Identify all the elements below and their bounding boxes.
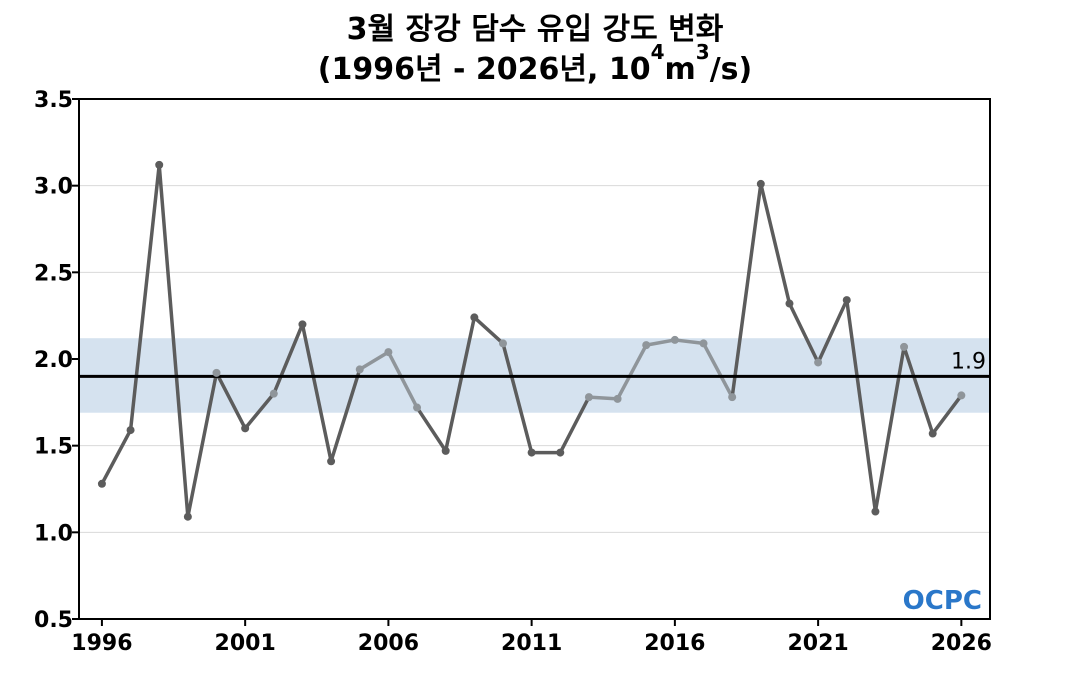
data-point-2021 [814, 358, 823, 367]
chart-title-line1: 3월 장강 담수 유입 강도 변화 [346, 12, 724, 47]
y-tick-label-4: 2.5 [34, 261, 73, 286]
data-point-2005 [355, 365, 364, 374]
x-tick-label-1996: 1996 [71, 631, 132, 656]
data-point-2008 [441, 446, 450, 455]
y-tick-label-3: 2.0 [34, 348, 73, 373]
title-exponent-1: 4 [650, 40, 665, 64]
data-point-2015 [642, 341, 651, 350]
chart-title-line2: (1996년 - 2026년, 104m3/s) [0, 40, 1070, 88]
series-segment-2023 [873, 345, 906, 514]
data-point-2006 [384, 348, 393, 357]
series-segment-2024 [902, 345, 935, 436]
series-segment-2025 [930, 393, 964, 436]
series-segment-2012 [558, 395, 591, 455]
series-segment-1997 [128, 163, 161, 432]
data-point-2026 [957, 391, 966, 400]
data-point-2012 [556, 448, 565, 457]
series-segment-2010 [501, 341, 534, 455]
series-segment-2009 [472, 315, 505, 346]
data-point-2023 [871, 507, 880, 516]
data-point-1997 [126, 426, 135, 435]
data-point-2017 [699, 339, 708, 348]
ocpc-logo: OCPC [903, 586, 982, 616]
series-segment-2019 [759, 182, 792, 306]
series-segment-2017 [701, 341, 734, 399]
data-point-2014 [613, 394, 622, 403]
mean-label: 1.9 [951, 349, 986, 374]
series-segment-2001 [243, 391, 276, 431]
title-suffix: /s) [709, 52, 753, 87]
data-point-2018 [728, 393, 737, 402]
x-tick-label-2011: 2011 [501, 631, 562, 656]
series-segment-1996 [100, 428, 133, 486]
ocpc-logo-text: OCPC [903, 586, 982, 616]
data-point-2016 [670, 335, 679, 344]
data-point-2004 [327, 457, 336, 466]
series-segment-2004 [329, 367, 362, 464]
series-segment-2022 [845, 298, 878, 514]
y-tick-label-0: 0.5 [34, 608, 73, 633]
series-points [97, 160, 966, 521]
series-segment-2015 [644, 338, 677, 347]
x-tick-label-2026: 2026 [931, 631, 992, 656]
data-point-1998 [155, 160, 164, 169]
title-prefix: (1996년 - 2026년, 10 [317, 52, 651, 87]
data-point-2007 [413, 403, 422, 412]
series-segment-2014 [615, 343, 648, 401]
title-unit-m: m [664, 52, 696, 87]
data-point-2002 [269, 389, 278, 398]
data-point-2024 [900, 342, 909, 351]
series-segment-2021 [816, 298, 849, 365]
series-segment-2000 [214, 371, 247, 431]
data-point-2010 [498, 339, 507, 348]
series-segment-2005 [357, 350, 391, 372]
series-segment-1998 [157, 163, 190, 519]
series-line [100, 163, 964, 519]
title-exponent-2: 3 [695, 40, 710, 64]
data-point-2022 [842, 296, 851, 305]
series-segment-2007 [415, 405, 448, 453]
x-tick-label-2021: 2021 [787, 631, 848, 656]
x-tick-label-2001: 2001 [215, 631, 276, 656]
y-tick-label-1: 1.0 [34, 521, 73, 546]
data-point-2003 [298, 320, 307, 329]
data-point-1999 [183, 512, 192, 521]
data-point-2011 [527, 448, 536, 457]
x-tick-label-2006: 2006 [358, 631, 419, 656]
series-segment-2003 [300, 322, 333, 464]
series-segment-2008 [443, 315, 477, 453]
data-point-2000 [212, 368, 221, 377]
data-point-1996 [97, 479, 106, 488]
series-segment-2016 [673, 338, 706, 346]
data-point-2009 [470, 313, 479, 322]
series-segment-2006 [386, 350, 419, 410]
series-segment-1999 [186, 371, 219, 519]
data-point-2001 [241, 424, 250, 433]
series-segment-2013 [587, 395, 620, 401]
series-segment-2002 [272, 322, 305, 396]
data-point-2013 [584, 393, 593, 402]
data-point-2019 [756, 179, 765, 188]
y-tick-label-5: 3.0 [34, 175, 73, 200]
series-segment-2018 [730, 182, 763, 399]
data-point-2025 [928, 429, 937, 438]
series-segment-2020 [787, 301, 820, 365]
y-tick-label-2: 1.5 [34, 435, 73, 460]
data-point-2020 [785, 299, 794, 308]
axis-ticks: 0.5 1.0 1.5 2.0 2.5 3.0 3.5 1996 2001 2006 2011 201… [34, 88, 992, 656]
x-tick-label-2016: 2016 [644, 631, 705, 656]
y-tick-label-6: 3.5 [34, 88, 73, 113]
